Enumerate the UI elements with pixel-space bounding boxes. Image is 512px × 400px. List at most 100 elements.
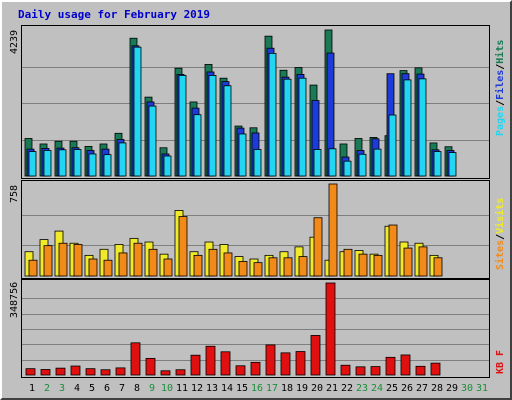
day-label: 17 bbox=[266, 383, 278, 394]
kbytes-bar bbox=[280, 352, 291, 376]
day-label: 13 bbox=[206, 383, 218, 394]
legend-kbytes: KB F bbox=[495, 350, 506, 374]
sites-bar bbox=[28, 259, 38, 277]
pages-bar bbox=[343, 160, 352, 177]
legend-hits: Hits bbox=[494, 40, 506, 64]
day-label: 30 bbox=[461, 383, 473, 394]
day-label: 24 bbox=[371, 383, 383, 394]
pages-bar bbox=[388, 114, 397, 177]
day-label: 11 bbox=[176, 383, 188, 394]
pages-bar bbox=[208, 75, 217, 177]
kbytes-bar bbox=[175, 369, 186, 376]
day-label: 25 bbox=[386, 383, 398, 394]
pages-bar bbox=[118, 142, 127, 177]
sites-bar bbox=[208, 248, 218, 277]
sites-bar bbox=[148, 248, 158, 277]
pages-bar bbox=[268, 52, 277, 177]
visits-max-label: 758 bbox=[9, 185, 20, 203]
kbytes-legend: KB F bbox=[495, 350, 506, 374]
pages-bar bbox=[433, 151, 442, 177]
sites-bar bbox=[358, 253, 368, 277]
sites-bar bbox=[418, 246, 428, 277]
kbytes-bar bbox=[205, 345, 216, 376]
visits-legend: Sites/Visits bbox=[494, 198, 506, 270]
sites-bar bbox=[133, 242, 143, 277]
day-label: 2 bbox=[44, 383, 50, 394]
pages-bar bbox=[313, 149, 322, 177]
day-label: 27 bbox=[416, 383, 428, 394]
pages-bar bbox=[178, 75, 187, 177]
sites-bar bbox=[328, 183, 338, 277]
pages-bar bbox=[223, 85, 232, 177]
kbytes-bar bbox=[55, 367, 66, 376]
pages-bar bbox=[358, 153, 367, 177]
kbytes-bar bbox=[415, 365, 426, 376]
kbytes-bar bbox=[190, 354, 201, 376]
kbytes-bar bbox=[340, 364, 351, 376]
legend-visits: Visits bbox=[494, 198, 506, 234]
kbytes-bar bbox=[355, 366, 366, 376]
sites-bar bbox=[433, 257, 443, 277]
sites-bar bbox=[43, 245, 53, 277]
sites-bar bbox=[253, 262, 263, 277]
day-label: 20 bbox=[311, 383, 323, 394]
pages-bar bbox=[193, 114, 202, 177]
day-label: 31 bbox=[476, 383, 488, 394]
kbytes-bar bbox=[145, 357, 156, 376]
sites-bar bbox=[223, 252, 233, 277]
day-label: 4 bbox=[74, 383, 80, 394]
sites-bar bbox=[343, 248, 353, 277]
sites-bar bbox=[178, 216, 188, 277]
day-label: 10 bbox=[161, 383, 173, 394]
kbytes-bar bbox=[235, 365, 246, 376]
pages-bar bbox=[163, 155, 172, 177]
sites-bar bbox=[163, 258, 173, 277]
legend-pages: Pages bbox=[495, 106, 506, 136]
kbytes-bar bbox=[85, 368, 96, 376]
pages-bar bbox=[253, 149, 262, 177]
sites-bar bbox=[238, 261, 248, 277]
pages-bar bbox=[43, 150, 52, 177]
hits-max-label: 4239 bbox=[9, 30, 20, 54]
day-label: 14 bbox=[221, 383, 233, 394]
pages-bar bbox=[298, 77, 307, 177]
sites-bar bbox=[373, 254, 383, 277]
legend-files: Files bbox=[494, 70, 506, 100]
sites-bar bbox=[403, 247, 413, 277]
kbytes-bar bbox=[160, 370, 171, 376]
kbytes-bar bbox=[115, 367, 126, 376]
sites-bar bbox=[298, 256, 308, 277]
day-label: 28 bbox=[431, 383, 443, 394]
pages-bar bbox=[73, 149, 82, 177]
kbytes-bar bbox=[40, 369, 51, 376]
day-label: 26 bbox=[401, 383, 413, 394]
kbytes-bar bbox=[70, 365, 81, 376]
pages-bar bbox=[328, 148, 337, 177]
bars bbox=[24, 29, 457, 376]
day-label: 6 bbox=[104, 383, 110, 394]
hits-legend: Pages/Files/Hits bbox=[494, 40, 506, 136]
kbytes-bar bbox=[400, 354, 411, 376]
sites-bar bbox=[193, 254, 203, 277]
day-label: 22 bbox=[341, 383, 353, 394]
day-label: 8 bbox=[134, 383, 140, 394]
pages-bar bbox=[238, 133, 247, 177]
kbytes-bar bbox=[325, 282, 336, 376]
day-label: 15 bbox=[236, 383, 248, 394]
sites-bar bbox=[283, 257, 293, 277]
kbytes-bar bbox=[265, 344, 276, 376]
day-label: 9 bbox=[149, 383, 155, 394]
kbytes-bar bbox=[385, 356, 396, 376]
sites-bar bbox=[313, 217, 323, 277]
day-label: 18 bbox=[281, 383, 293, 394]
sites-bar bbox=[268, 257, 278, 277]
sites-bar bbox=[388, 224, 398, 277]
kbytes-bar bbox=[310, 335, 321, 376]
sites-bar bbox=[88, 258, 98, 277]
pages-bar bbox=[148, 105, 157, 177]
sites-bar bbox=[118, 252, 128, 277]
pages-bar bbox=[133, 46, 142, 177]
pages-bar bbox=[448, 152, 457, 177]
sites-bar bbox=[73, 244, 83, 277]
